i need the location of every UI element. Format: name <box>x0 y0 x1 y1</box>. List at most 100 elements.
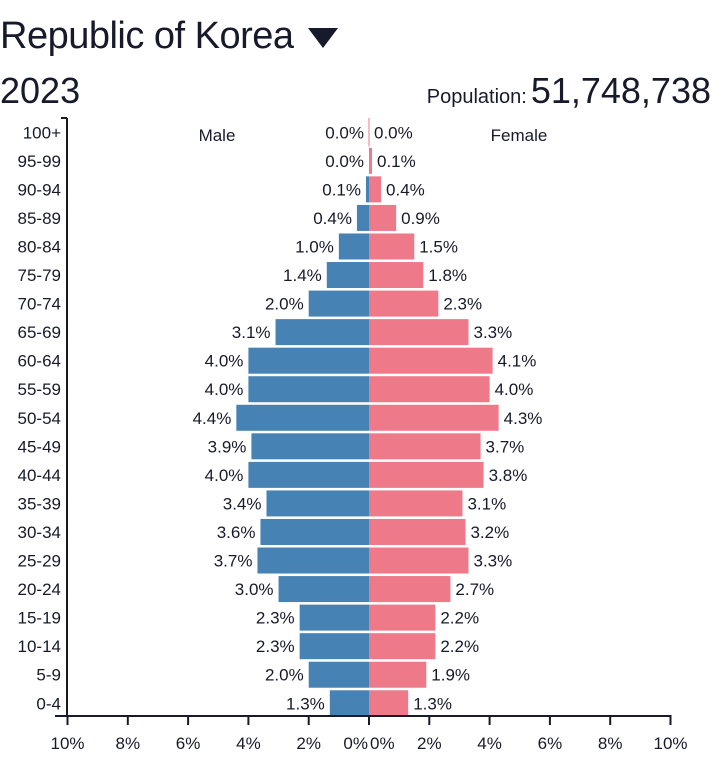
x-tick-label: 6% <box>538 734 563 753</box>
x-tick-label: 2% <box>417 734 442 753</box>
age-label: 55-59 <box>18 380 61 399</box>
female-value-label: 4.1% <box>498 352 537 371</box>
female-value-label: 0.0% <box>374 123 413 142</box>
female-bar <box>369 633 436 660</box>
female-value-label: 2.2% <box>440 609 479 628</box>
dropdown-triangle-icon <box>307 27 338 48</box>
male-bar <box>329 690 369 717</box>
male-value-label: 3.0% <box>235 580 274 599</box>
x-tick-label: 4% <box>236 734 261 753</box>
male-value-label: 4.4% <box>193 409 232 428</box>
country-selector[interactable]: Republic of Korea <box>0 14 338 58</box>
age-label: 60-64 <box>18 352 61 371</box>
male-value-label: 3.4% <box>223 494 262 513</box>
male-bar <box>236 404 369 431</box>
male-value-label: 0.1% <box>322 180 361 199</box>
male-bar <box>308 661 369 688</box>
female-bar <box>369 347 493 374</box>
x-tick-label: 8% <box>598 734 623 753</box>
female-value-label: 3.3% <box>473 323 512 342</box>
age-label: 90-94 <box>18 180 61 199</box>
age-label: 100+ <box>23 123 61 142</box>
legend-male: Male <box>199 126 236 145</box>
age-label: 5-9 <box>36 666 61 685</box>
female-bar <box>369 404 499 431</box>
x-tick-label: 4% <box>477 734 502 753</box>
female-value-label: 4.0% <box>495 380 534 399</box>
female-value-label: 4.3% <box>504 409 543 428</box>
age-label: 35-39 <box>18 494 61 513</box>
country-name: Republic of Korea <box>0 15 294 57</box>
male-value-label: 4.0% <box>205 352 244 371</box>
age-label: 20-24 <box>18 580 61 599</box>
female-bar <box>369 176 382 203</box>
age-label: 70-74 <box>18 295 61 314</box>
male-bar <box>356 204 369 231</box>
male-value-label: 1.3% <box>286 694 325 713</box>
male-value-label: 1.0% <box>295 237 334 256</box>
male-bar <box>338 233 369 260</box>
age-label: 75-79 <box>18 266 61 285</box>
male-value-label: 1.4% <box>283 266 322 285</box>
male-value-label: 2.3% <box>256 609 295 628</box>
x-tick-label: 0% <box>343 734 368 753</box>
x-tick-label: 6% <box>176 734 201 753</box>
female-value-label: 3.1% <box>467 494 506 513</box>
age-label: 50-54 <box>18 409 61 428</box>
male-value-label: 0.4% <box>313 209 352 228</box>
male-value-label: 2.3% <box>256 637 295 656</box>
male-value-label: 3.6% <box>217 523 256 542</box>
x-tick-label: 2% <box>296 734 321 753</box>
male-bar <box>299 633 369 660</box>
male-value-label: 2.0% <box>265 295 304 314</box>
female-bar <box>369 661 427 688</box>
male-value-label: 4.0% <box>205 466 244 485</box>
female-value-label: 1.3% <box>413 694 452 713</box>
female-bar <box>369 690 409 717</box>
female-bar <box>369 233 415 260</box>
population-value: 51,748,738 <box>530 70 711 111</box>
female-bar <box>369 376 490 403</box>
female-bar <box>369 490 463 517</box>
male-value-label: 2.0% <box>265 666 304 685</box>
female-bar <box>369 604 436 631</box>
female-value-label: 0.1% <box>377 152 416 171</box>
male-bar <box>275 319 369 346</box>
male-bar <box>266 490 369 517</box>
male-bar <box>251 433 369 460</box>
age-label: 95-99 <box>18 152 61 171</box>
female-bar <box>369 319 469 346</box>
male-bar <box>308 290 369 317</box>
male-value-label: 3.1% <box>232 323 271 342</box>
male-value-label: 3.9% <box>208 437 247 456</box>
male-value-label: 4.0% <box>205 380 244 399</box>
female-bar <box>369 461 484 488</box>
male-bar <box>365 176 369 203</box>
age-label: 80-84 <box>18 237 61 256</box>
male-value-label: 3.7% <box>214 552 253 571</box>
female-value-label: 0.4% <box>386 180 425 199</box>
female-value-label: 1.8% <box>428 266 467 285</box>
age-label: 30-34 <box>18 523 61 542</box>
population-label: Population: <box>426 86 527 108</box>
female-value-label: 3.3% <box>473 552 512 571</box>
female-bar <box>369 204 397 231</box>
age-label: 40-44 <box>18 466 61 485</box>
male-value-label: 0.0% <box>325 123 364 142</box>
year-label: 2023 <box>0 70 81 111</box>
female-value-label: 3.2% <box>470 523 509 542</box>
female-value-label: 2.7% <box>455 580 494 599</box>
male-bar <box>248 376 369 403</box>
female-bar <box>369 290 439 317</box>
age-label: 45-49 <box>18 437 61 456</box>
female-bar <box>369 518 466 545</box>
population-display: Population: 51,748,738 <box>427 70 711 120</box>
female-value-label: 1.5% <box>419 237 458 256</box>
male-bar <box>326 262 369 289</box>
male-value-label: 0.0% <box>325 152 364 171</box>
x-tick-label: 10% <box>50 734 84 753</box>
x-tick-label: 0% <box>370 734 395 753</box>
age-label: 85-89 <box>18 209 61 228</box>
male-bar <box>278 576 369 603</box>
